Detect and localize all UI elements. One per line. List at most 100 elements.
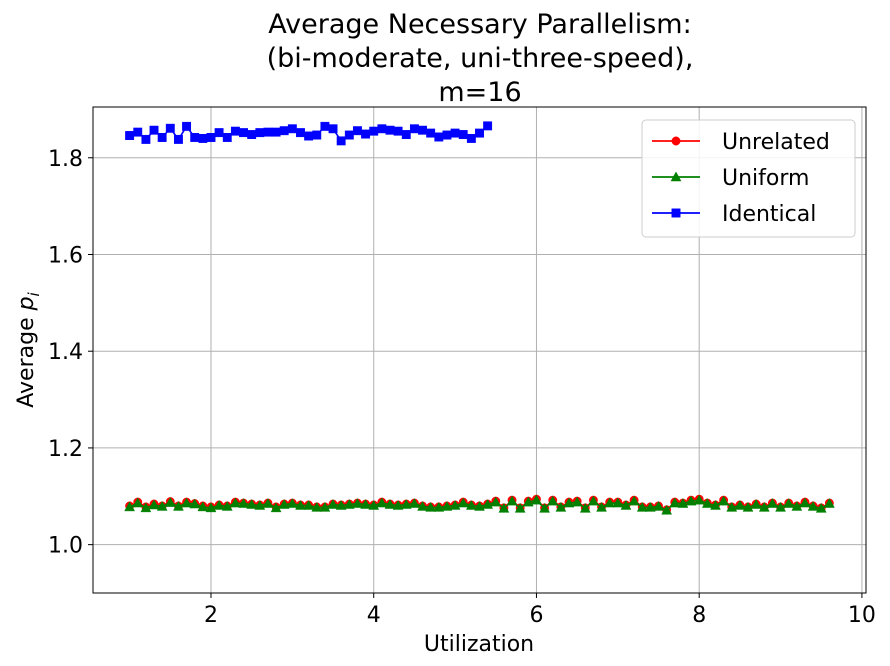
data-point-identical [426,128,436,138]
data-point-uniform [531,494,542,505]
x-axis-label: Utilization [424,632,534,657]
data-point-identical [377,124,387,134]
data-point-uniform [506,495,518,506]
data-point-uniform [384,498,396,509]
data-point-uniform [775,501,786,512]
y-axis-label-symbol: p [14,296,39,311]
data-point-uniform [677,498,689,508]
data-point-uniform [335,499,347,510]
data-point-uniform [124,501,136,512]
data-point-uniform [449,499,461,510]
data-point-uniform [360,498,372,509]
data-point-uniform [132,497,144,508]
data-point-uniform [221,500,233,511]
plot-frame [92,106,867,594]
y-axis-label-subscript: i [25,291,43,296]
data-point-uniform [693,494,705,505]
data-point-identical [182,121,192,131]
data-point-identical [296,128,305,138]
data-point-uniform [734,499,746,510]
data-point-uniform [718,495,730,506]
data-point-uniform [644,501,656,512]
series-identical [125,121,493,146]
data-point-identical [401,130,411,140]
data-point-uniform [156,500,168,511]
data-point-uniform [311,501,323,512]
chart-title-line-1: Average Necessary Parallelism: [268,9,691,40]
legend-marker-identical [671,208,681,218]
chart-title-line-2: (bi-moderate, uni-three-speed), [267,43,694,74]
data-point-identical [336,136,346,146]
data-point-uniform [482,498,494,509]
data-point-uniform [173,500,184,511]
data-point-identical [434,132,444,142]
data-point-uniform [417,500,428,511]
data-point-uniform [571,496,583,507]
data-point-uniform [620,499,632,510]
legend-marker-uniform [670,171,682,182]
axis-ticks: 2 4 6 8 10 1.0 1.2 1.4 1.6 1.8 [48,147,876,628]
data-point-uniform [213,499,225,510]
legend-label-unrelated: Unrelated [722,130,830,155]
data-point-identical [206,133,216,142]
data-point-uniform [229,497,241,508]
data-point-uniform [555,501,567,512]
data-point-uniform [441,500,453,511]
data-point-identical [475,128,484,138]
data-point-identical [409,124,419,134]
data-point-uniform [612,497,624,508]
data-point-uniform [433,501,445,512]
data-point-uniform [400,498,412,509]
data-point-identical [149,125,159,135]
data-point-identical [466,133,476,143]
data-point-uniform [392,499,404,510]
data-point-identical [304,131,314,141]
data-point-uniform [164,497,176,507]
data-point-uniform [246,498,258,509]
data-point-identical [287,124,297,134]
y-tick-label: 1.0 [48,534,83,559]
data-point-uniform [181,497,192,508]
data-point-uniform [587,495,599,506]
data-point-uniform [767,498,778,508]
data-point-uniform [498,502,510,513]
data-point-identical [385,125,395,135]
data-point-uniform [799,497,811,508]
legend-item-unrelated: Unrelated [652,130,830,155]
data-point-uniform [653,500,664,511]
data-point-uniform [563,497,575,508]
legend: Unrelated Uniform Identical [641,119,856,238]
data-point-uniform [457,497,469,508]
data-point-identical [214,128,224,138]
data-point-identical [418,125,427,135]
data-point-uniform [352,498,363,508]
data-point-uniform [148,499,160,510]
x-tick-label: 2 [204,603,218,628]
data-point-identical [141,134,151,144]
data-point-identical [271,127,281,137]
data-point-uniform [685,495,697,506]
data-point-uniform [474,500,485,511]
data-point-uniform [376,497,388,508]
data-point-identical [157,133,167,142]
x-tick-label: 8 [692,603,706,628]
data-point-identical [344,130,354,140]
chart-title-line-3: m=16 [438,77,521,108]
y-tick-label: 1.4 [48,340,83,365]
legend-label-identical: Identical [722,202,816,227]
data-point-uniform [636,501,648,512]
y-axis-label-text: Average [14,310,39,407]
data-point-identical [255,128,265,138]
data-point-uniform [303,499,315,510]
data-point-identical [165,123,175,133]
data-point-identical [320,121,330,131]
legend-label-uniform: Uniform [722,166,809,191]
data-point-identical [222,133,232,142]
data-point-uniform [758,501,770,512]
data-point-identical [312,130,322,140]
data-point-identical [198,133,208,143]
data-point-uniform [669,497,681,508]
data-point-uniform [238,498,249,508]
data-point-uniform [522,496,534,507]
